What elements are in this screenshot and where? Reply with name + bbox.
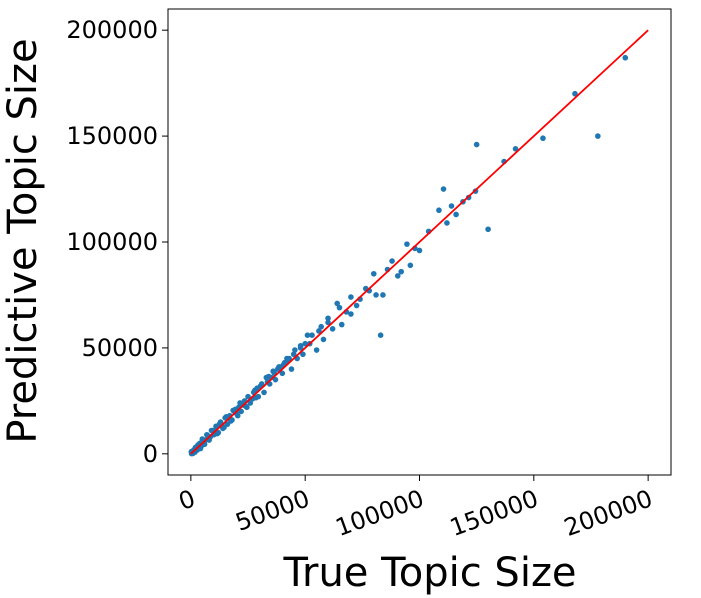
data-point (313, 347, 320, 353)
data-point (302, 340, 308, 347)
data-point (292, 347, 298, 353)
data-point (300, 351, 306, 358)
y-tick-label: 50000 (82, 334, 158, 362)
data-point (325, 315, 331, 322)
data-point (338, 321, 345, 328)
data-point (380, 292, 386, 298)
data-point (436, 207, 442, 214)
data-point (316, 328, 322, 334)
data-point (336, 304, 343, 311)
data-point (622, 54, 629, 61)
plot-area (188, 29, 649, 457)
data-point (485, 226, 491, 233)
data-point (370, 270, 377, 277)
data-point (234, 412, 241, 419)
data-point (448, 203, 455, 209)
data-point (540, 135, 546, 142)
x-tick-label: 0 (175, 484, 199, 516)
data-point (320, 336, 327, 343)
data-point (416, 247, 423, 254)
data-point (473, 141, 480, 148)
x-axis-title: True Topic Size (282, 550, 576, 596)
x-tick-label: 50000 (232, 484, 313, 536)
data-point (288, 366, 295, 372)
data-point (348, 311, 354, 317)
data-point (398, 268, 405, 275)
data-point (277, 364, 283, 370)
data-point (353, 302, 360, 309)
data-point (272, 376, 279, 383)
data-point (254, 385, 260, 391)
data-point (214, 430, 220, 437)
y-tick-label: 150000 (66, 122, 158, 150)
y-axis-title: Predictive Topic Size (0, 38, 46, 443)
data-point (444, 220, 450, 226)
data-point (572, 90, 578, 97)
data-point (297, 342, 304, 349)
data-point (512, 146, 519, 152)
data-point (245, 393, 251, 400)
y-tick-label: 100000 (66, 228, 158, 256)
data-point (279, 370, 286, 377)
data-point (309, 332, 315, 339)
data-point (453, 211, 459, 218)
data-point (238, 408, 244, 415)
data-point (221, 424, 227, 431)
axes: 0 50000 100000 150000 200000 0 50000 100000 1500… (66, 8, 672, 542)
data-point (325, 319, 331, 326)
data-point (348, 294, 354, 300)
x-tick-label: 150000 (446, 484, 542, 542)
data-point (373, 292, 379, 298)
data-point (304, 332, 311, 339)
data-point (265, 373, 272, 380)
data-point (253, 394, 259, 401)
data-point (258, 381, 265, 387)
data-point (394, 273, 401, 279)
data-point (389, 258, 395, 264)
data-point (377, 332, 384, 339)
data-point (290, 351, 297, 358)
x-tick-label: 100000 (332, 484, 428, 542)
data-point (407, 262, 414, 269)
y-tick-label: 200000 (66, 16, 158, 44)
x-tick-label: 200000 (561, 484, 657, 542)
y-tick-label: 0 (143, 440, 158, 468)
data-point (404, 241, 410, 247)
data-point (286, 355, 292, 362)
data-point (334, 300, 340, 307)
data-point (247, 400, 254, 406)
data-point (440, 186, 447, 192)
data-point (228, 418, 234, 424)
reference-line (190, 29, 649, 455)
data-point (261, 389, 267, 396)
data-point (329, 326, 336, 332)
data-point (318, 323, 324, 330)
data-point (595, 133, 601, 139)
